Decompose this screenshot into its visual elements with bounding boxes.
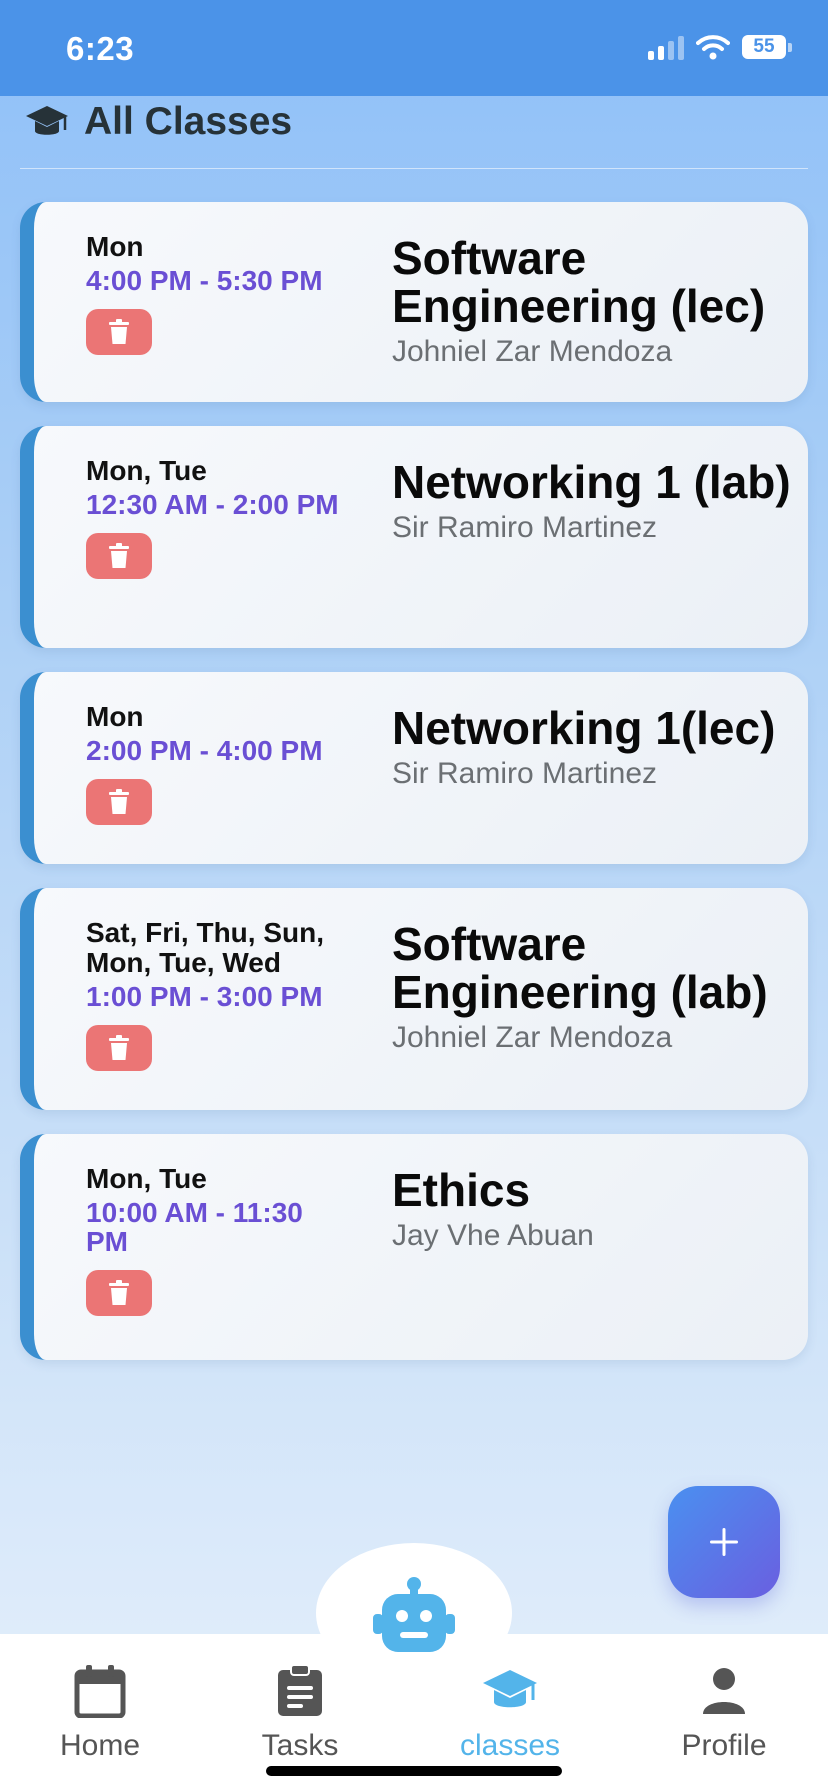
class-card[interactable]: Mon 2:00 PM - 4:00 PM Networking 1(lec) … bbox=[20, 672, 808, 864]
page-title: All Classes bbox=[84, 100, 293, 143]
class-instructor: Sir Ramiro Martinez bbox=[392, 511, 658, 544]
class-days: Mon, Tue bbox=[86, 455, 207, 486]
class-days: Mon, Tue bbox=[86, 1163, 207, 1194]
trash-icon bbox=[109, 1280, 129, 1305]
tab-classes-label: classes bbox=[459, 1729, 561, 1762]
person-icon bbox=[703, 1668, 745, 1714]
class-instructor: Johniel Zar Mendoza bbox=[392, 335, 673, 368]
delete-class-button[interactable] bbox=[86, 779, 152, 825]
status-time: 6:23 bbox=[66, 30, 135, 67]
class-card[interactable]: Sat, Fri, Thu, Sun, Mon, Tue, Wed 1:00 P… bbox=[20, 888, 808, 1110]
delete-class-button[interactable] bbox=[86, 309, 152, 355]
status-bar: 6:23 55 bbox=[0, 0, 828, 96]
class-time: 2:00 PM - 4:00 PM bbox=[86, 735, 323, 766]
class-title: Ethics bbox=[392, 1164, 531, 1216]
home-indicator bbox=[266, 1766, 562, 1776]
graduation-cap-icon bbox=[26, 106, 68, 135]
tab-tasks[interactable]: Tasks bbox=[200, 1664, 400, 1763]
class-card[interactable]: Mon, Tue 12:30 AM - 2:00 PM Networking 1… bbox=[20, 426, 808, 648]
tab-profile[interactable]: Profile bbox=[624, 1664, 824, 1763]
tab-tasks-label: Tasks bbox=[261, 1729, 339, 1762]
class-title: Software Engineering (lab) bbox=[392, 918, 768, 1018]
tab-home-label: Home bbox=[59, 1729, 141, 1762]
class-title: Networking 1 (lab) bbox=[392, 456, 791, 508]
clipboard-icon bbox=[278, 1664, 322, 1716]
plus-icon bbox=[710, 1528, 738, 1556]
add-class-button[interactable] bbox=[668, 1486, 780, 1598]
status-icons: 55 bbox=[648, 34, 792, 60]
trash-icon bbox=[109, 319, 129, 344]
class-days: Mon bbox=[86, 701, 144, 732]
delete-class-button[interactable] bbox=[86, 1270, 152, 1316]
tab-home[interactable]: Home bbox=[0, 1664, 200, 1763]
assistant-button[interactable] bbox=[364, 1576, 464, 1666]
class-card[interactable]: Mon, Tue 10:00 AM - 11:30 PM Ethics Jay … bbox=[20, 1134, 808, 1360]
graduation-cap-icon bbox=[483, 1670, 537, 1708]
cellular-signal-icon bbox=[648, 34, 684, 60]
class-instructor: Sir Ramiro Martinez bbox=[392, 757, 658, 790]
trash-icon bbox=[109, 789, 129, 814]
trash-icon bbox=[109, 543, 129, 568]
tab-profile-label: Profile bbox=[681, 1729, 767, 1762]
class-days: Mon bbox=[86, 231, 144, 262]
class-title: Software Engineering (lec) bbox=[392, 232, 766, 332]
class-card[interactable]: Mon 4:00 PM - 5:30 PM Software Engineeri… bbox=[20, 202, 808, 402]
page-header: All Classes bbox=[20, 98, 808, 169]
trash-icon bbox=[109, 1035, 129, 1060]
battery-icon: 55 bbox=[742, 35, 792, 59]
delete-class-button[interactable] bbox=[86, 533, 152, 579]
delete-class-button[interactable] bbox=[86, 1025, 152, 1071]
class-title: Networking 1(lec) bbox=[392, 702, 776, 754]
class-days: Sat, Fri, Thu, Sun, Mon, Tue, Wed bbox=[86, 917, 324, 978]
class-time: 4:00 PM - 5:30 PM bbox=[86, 265, 323, 296]
class-time: 1:00 PM - 3:00 PM bbox=[86, 981, 323, 1012]
tab-classes[interactable]: classes bbox=[410, 1664, 610, 1763]
class-instructor: Johniel Zar Mendoza bbox=[392, 1021, 673, 1054]
class-time: 12:30 AM - 2:00 PM bbox=[86, 489, 339, 520]
battery-level: 55 bbox=[742, 35, 786, 59]
robot-icon bbox=[373, 1577, 455, 1652]
wifi-icon bbox=[696, 35, 730, 60]
class-time: 10:00 AM - 11:30 PM bbox=[86, 1197, 303, 1257]
class-instructor: Jay Vhe Abuan bbox=[392, 1219, 594, 1252]
calendar-icon bbox=[74, 1665, 126, 1719]
